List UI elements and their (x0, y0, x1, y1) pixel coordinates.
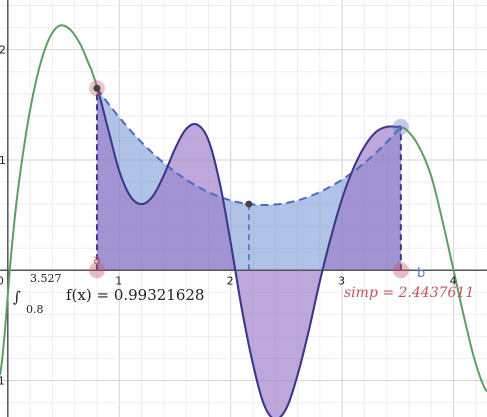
integral-sign: ∫ (13, 288, 21, 306)
points[interactable] (88, 80, 409, 279)
point-b-label: b (417, 266, 425, 281)
function-curve-interval (96, 87, 402, 417)
point-fb-handle[interactable] (392, 118, 409, 135)
point-midpoint (245, 200, 253, 208)
y-tick-label: 2 (0, 44, 6, 57)
integral-area (96, 88, 401, 417)
integral-label: ∫ 3.527 0.8 f(x) = 0.99321628 (13, 272, 204, 316)
integral-upper-limit: 3.527 (30, 272, 62, 285)
y-tick-label: 1 (0, 154, 6, 167)
point-a-label: a (93, 253, 101, 268)
tick-labels: 0 1 2 3 4 2 1 -1 (0, 44, 457, 388)
x-tick-label: 2 (227, 274, 234, 287)
simpson-value: simp = 2.4437611 (344, 285, 474, 301)
point-a-handle[interactable] (88, 262, 105, 279)
curves (0, 24, 487, 417)
y-tick-label: -1 (0, 375, 5, 388)
x-tick-label: 4 (450, 274, 457, 287)
integral-value: f(x) = 0.99321628 (66, 286, 204, 304)
point-fa (93, 84, 101, 92)
integral-lower-limit: 0.8 (26, 303, 44, 316)
x-tick-label: 3 (338, 274, 345, 287)
x-tick-label: 1 (115, 274, 122, 287)
x-tick-label: 0 (0, 274, 4, 287)
point-b-handle[interactable] (392, 262, 409, 279)
